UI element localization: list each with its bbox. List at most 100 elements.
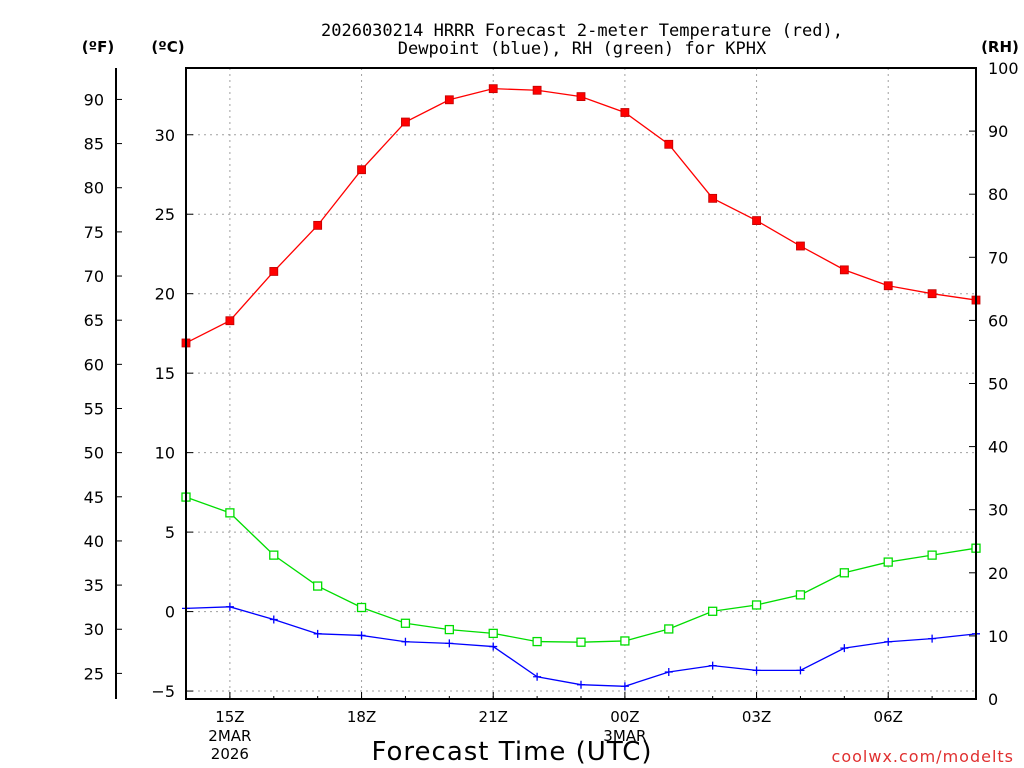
celsius-tick-label: 20 xyxy=(155,285,175,304)
temperature-point xyxy=(620,108,630,117)
rh-tick-label: 70 xyxy=(988,248,1008,267)
watermark: coolwx.com/modelts xyxy=(832,747,1014,766)
rh-tick-label: 40 xyxy=(988,438,1008,457)
rh-tick-label: 10 xyxy=(988,627,1008,646)
rh-unit-label: (RH) xyxy=(981,38,1019,56)
dewpoint-point xyxy=(489,642,498,651)
x-tick-label: 06Z xyxy=(874,708,903,726)
dewpoint-point xyxy=(664,667,673,676)
x-tick-label: 03Z xyxy=(742,708,771,726)
x-tick-date-label: 3MAR xyxy=(603,727,646,745)
celsius-tick-label: 15 xyxy=(155,364,175,383)
dewpoint-point xyxy=(752,666,761,675)
dewpoint-point xyxy=(269,615,278,624)
dewpoint-point xyxy=(884,637,893,646)
temperature-point xyxy=(664,139,674,149)
fahrenheit-tick-label: 50 xyxy=(84,444,104,463)
dewpoint-point xyxy=(445,639,454,648)
rh-tick-label: 60 xyxy=(988,311,1008,330)
dewpoint-point xyxy=(840,644,849,653)
celsius-tick-label: −5 xyxy=(151,682,175,701)
rh-point xyxy=(269,550,279,560)
rh-point xyxy=(444,624,454,635)
dewpoint-point xyxy=(928,634,937,643)
x-tick-label: 15Z xyxy=(215,708,244,726)
temperature-point xyxy=(752,216,761,225)
dewpoint-point xyxy=(533,672,542,681)
fahrenheit-tick-label: 55 xyxy=(84,399,104,418)
rh-tick-label: 20 xyxy=(988,564,1008,583)
rh-point xyxy=(576,637,586,647)
x-axis-title: Forecast Time (UTC) xyxy=(371,737,652,767)
rh-point xyxy=(356,602,367,613)
rh-point xyxy=(751,600,762,610)
fahrenheit-tick-label: 75 xyxy=(84,223,104,242)
rh-point xyxy=(664,624,674,634)
fahrenheit-tick-label: 90 xyxy=(84,90,104,109)
rh-point xyxy=(883,557,893,567)
dewpoint-point xyxy=(401,637,410,646)
rh-point xyxy=(313,581,323,591)
celsius-unit-label: (ºC) xyxy=(151,38,184,56)
temperature-point xyxy=(532,85,542,95)
rh-tick-label: 0 xyxy=(988,690,998,709)
dewpoint-point xyxy=(357,631,366,640)
rh-point xyxy=(795,590,806,600)
fahrenheit-tick-label: 70 xyxy=(84,267,104,286)
dewpoint-point xyxy=(313,629,322,638)
dewpoint-point xyxy=(225,602,234,611)
fahrenheit-tick-label: 85 xyxy=(84,135,104,154)
fahrenheit-unit-label: (ºF) xyxy=(82,38,114,56)
temperature-point xyxy=(357,165,366,175)
fahrenheit-tick-label: 45 xyxy=(84,488,104,507)
temperature-point xyxy=(883,281,893,291)
fahrenheit-tick-label: 30 xyxy=(84,620,104,639)
x-tick-year-label: 2026 xyxy=(211,745,249,763)
celsius-tick-label: 10 xyxy=(155,444,175,463)
temperature-point xyxy=(927,289,937,299)
rh-point xyxy=(708,606,718,616)
chart-title-line1: 2026030214 HRRR Forecast 2-meter Tempera… xyxy=(321,21,843,41)
temperature-point xyxy=(225,316,235,326)
rh-tick-label: 30 xyxy=(988,501,1008,520)
rh-tick-label: 50 xyxy=(988,375,1008,394)
fahrenheit-tick-label: 80 xyxy=(84,179,104,198)
chart-title-line2: Dewpoint (blue), RH (green) for KPHX xyxy=(398,39,767,59)
dewpoint-point xyxy=(796,666,805,675)
rh-line xyxy=(185,496,977,643)
temperature-point xyxy=(708,193,718,203)
rh-point xyxy=(532,636,542,647)
data-series xyxy=(181,84,981,691)
temperature-point xyxy=(313,220,323,230)
grid-lines xyxy=(186,68,976,699)
fahrenheit-tick-label: 60 xyxy=(84,355,104,374)
dewpoint-point xyxy=(708,661,717,670)
rh-tick-label: 90 xyxy=(988,122,1008,141)
dewpoint-point xyxy=(620,682,629,691)
x-tick-date-label: 2MAR xyxy=(208,727,251,745)
temperature-point xyxy=(269,267,279,276)
dewpoint-point xyxy=(577,680,585,689)
rh-point xyxy=(620,636,630,646)
temperature-point xyxy=(488,84,498,94)
plot-frame xyxy=(185,67,977,700)
temperature-point xyxy=(839,265,849,275)
temperature-point xyxy=(796,241,805,251)
temperature-point xyxy=(444,95,454,105)
x-tick-label: 00Z xyxy=(610,708,639,726)
celsius-tick-label: 25 xyxy=(155,205,175,224)
rh-point xyxy=(400,618,411,628)
x-tick-label: 18Z xyxy=(347,708,376,726)
rh-point xyxy=(488,628,498,639)
x-tick-label: 21Z xyxy=(479,708,508,726)
rh-point xyxy=(225,508,235,518)
temperature-point xyxy=(401,117,410,127)
celsius-tick-label: 0 xyxy=(165,603,175,622)
rh-tick-label: 80 xyxy=(988,185,1008,204)
temperature-line xyxy=(185,88,977,344)
celsius-tick-label: 30 xyxy=(155,126,175,145)
rh-tick-label: 100 xyxy=(988,59,1019,78)
fahrenheit-tick-label: 40 xyxy=(84,532,104,551)
